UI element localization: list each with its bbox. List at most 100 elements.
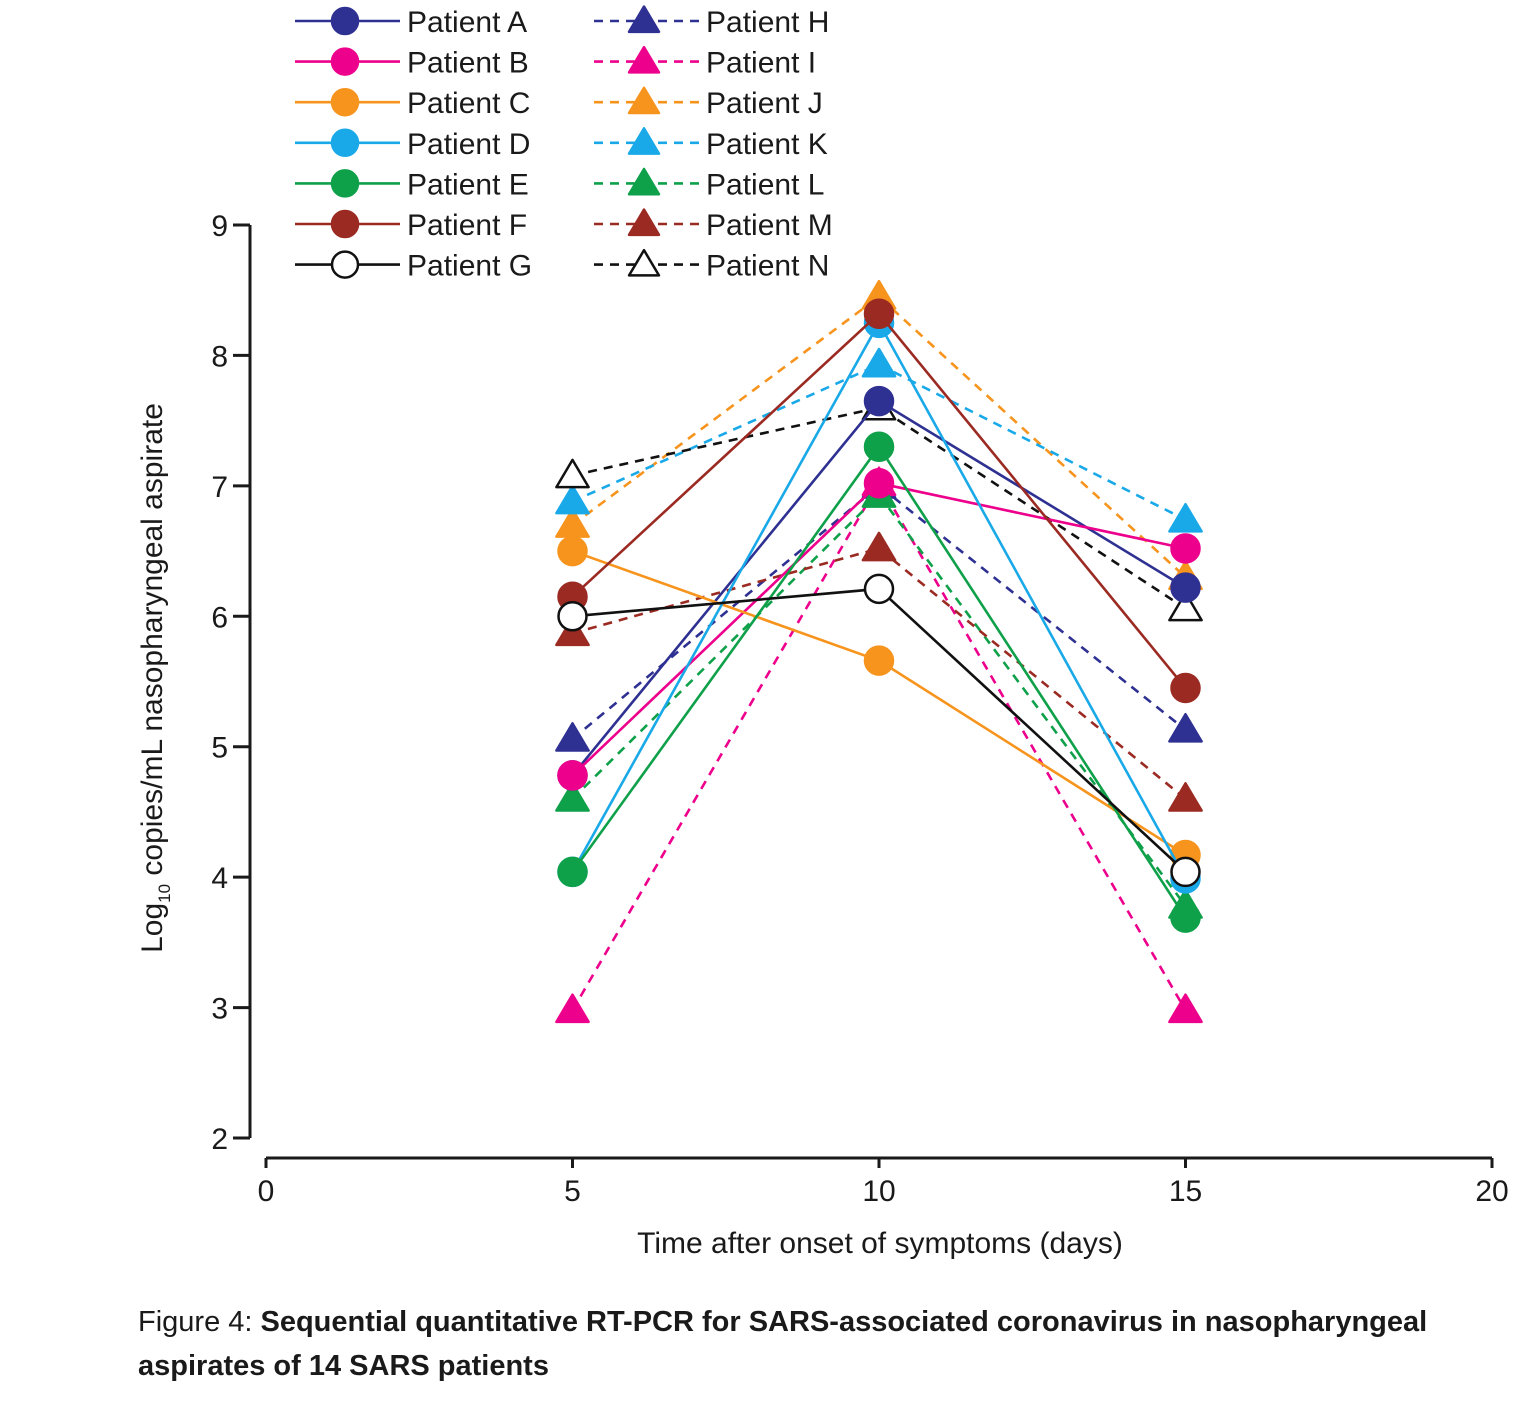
series-line-patient-n: [572, 406, 1187, 610]
data-point-patient-g: [1170, 856, 1201, 888]
series-patient-b: [557, 467, 1201, 791]
y-axis-ticks: 2 3 4 5 6 7 8 9: [211, 210, 250, 1156]
data-point-patient-l: [555, 782, 590, 812]
series-line-patient-l: [571, 493, 1187, 907]
y-tick-label: 3: [211, 993, 228, 1026]
y-tick-label: 9: [211, 210, 228, 243]
data-point-patient-a: [863, 385, 895, 417]
data-point-patient-e: [863, 431, 895, 462]
series-line-patient-e: [571, 444, 1187, 919]
data-point-patient-k: [555, 484, 590, 515]
data-point-patient-h: [1168, 712, 1203, 743]
legend-marker-patient-d: [330, 128, 360, 158]
legend-marker-patient-g: [330, 250, 360, 279]
y-tick-label: 7: [211, 471, 228, 504]
legend-label-patient-h: Patient H: [706, 6, 829, 39]
legend-marker-patient-n: [627, 248, 661, 277]
legend-marker-patient-l: [627, 167, 661, 196]
data-point-patient-e: [557, 856, 588, 888]
data-point-patient-h: [555, 722, 590, 752]
data-point-patient-m: [1168, 782, 1203, 812]
series-patient-f: [557, 298, 1201, 704]
series-line-patient-i: [571, 480, 1187, 1011]
x-tick-label: 0: [258, 1175, 275, 1208]
legend-marker-patient-e: [330, 169, 360, 198]
legend-label-patient-k: Patient K: [706, 128, 828, 161]
legend-item-patient-h: Patient H: [594, 5, 829, 39]
legend-label-patient-f: Patient F: [407, 209, 527, 242]
legend-marker-patient-k: [627, 127, 661, 155]
data-point-patient-n: [555, 458, 590, 489]
data-point-patient-g: [863, 573, 895, 605]
legend-item-patient-g: Patient G: [295, 250, 532, 283]
y-axis-title-subscript: 10: [155, 884, 174, 903]
y-tick-label: 8: [211, 340, 228, 373]
legend: Patient A Patient B Patient C Patient D Pati…: [295, 5, 833, 283]
x-tick-label: 5: [564, 1175, 581, 1208]
y-axis-title: Log10 copies/mL nasopharyngeal aspirate: [136, 403, 174, 953]
series-line-patient-g: [572, 587, 1187, 873]
y-tick-label: 4: [211, 862, 228, 895]
y-axis-title-rest: copies/mL nasopharyngeal aspirate: [136, 403, 169, 884]
legend-item-patient-j: Patient J: [594, 86, 823, 120]
legend-label-patient-c: Patient C: [407, 87, 530, 120]
legend-label-patient-j: Patient J: [706, 87, 823, 120]
data-point-patient-b: [557, 760, 588, 791]
data-point-patient-k: [1168, 502, 1203, 533]
legend-item-patient-c: Patient C: [295, 87, 530, 120]
legend-label-patient-e: Patient E: [407, 168, 529, 201]
y-tick-label: 6: [211, 601, 228, 634]
series-patient-g: [557, 573, 1201, 888]
x-tick-label: 20: [1475, 1175, 1508, 1208]
legend-marker-patient-a: [330, 6, 360, 36]
legend-label-patient-g: Patient G: [407, 250, 532, 283]
series-patient-k: [555, 347, 1203, 533]
data-point-patient-k: [861, 347, 897, 378]
legend-marker-patient-i: [627, 45, 661, 74]
series-line-patient-m: [572, 547, 1187, 800]
legend-item-patient-m: Patient M: [594, 208, 833, 242]
data-point-patient-a: [1170, 572, 1201, 603]
x-axis-ticks: 0 5 10 15 20: [258, 1158, 1509, 1208]
legend-marker-patient-j: [627, 86, 661, 115]
legend-item-patient-k: Patient K: [594, 127, 828, 161]
legend-marker-patient-c: [330, 87, 360, 117]
x-axis-title: Time after onset of symptoms (days): [637, 1227, 1123, 1260]
data-point-patient-i: [1168, 993, 1203, 1024]
legend-item-patient-b: Patient B: [295, 47, 529, 80]
y-tick-label: 2: [211, 1123, 228, 1156]
data-point-patient-f: [1170, 672, 1201, 704]
legend-label-patient-i: Patient I: [706, 47, 816, 80]
data-point-patient-b: [1170, 533, 1201, 564]
series-line-patient-j: [571, 295, 1187, 579]
legend-marker-patient-h: [627, 5, 661, 34]
legend-item-patient-e: Patient E: [295, 168, 529, 201]
series-patient-c: [557, 535, 1201, 871]
legend-item-patient-d: Patient D: [295, 128, 530, 161]
y-tick-label: 5: [211, 732, 228, 765]
data-point-patient-c: [557, 535, 588, 567]
data-point-patient-b: [863, 467, 895, 499]
legend-label-patient-d: Patient D: [407, 128, 530, 161]
series-line-patient-h: [571, 484, 1187, 740]
legend-marker-patient-f: [330, 209, 360, 239]
legend-item-patient-l: Patient L: [594, 167, 824, 201]
x-tick-label: 15: [1169, 1175, 1202, 1208]
caption-text: Sequential quantitative RT-PCR for SARS-…: [138, 1306, 1428, 1382]
legend-label-patient-l: Patient L: [706, 168, 824, 201]
legend-label-patient-m: Patient M: [706, 209, 833, 242]
data-point-patient-e: [1170, 902, 1201, 933]
data-point-patient-g: [557, 601, 588, 632]
y-axis-title-main: Log: [136, 903, 169, 953]
legend-marker-patient-m: [627, 208, 661, 237]
series-patient-e: [557, 431, 1201, 933]
data-point-patient-f: [863, 298, 895, 329]
legend-item-patient-a: Patient A: [295, 6, 527, 39]
data-point-patient-n: [1168, 591, 1203, 622]
legend-label-patient-n: Patient N: [706, 250, 829, 283]
data-point-patient-i: [555, 993, 590, 1024]
legend-label-patient-b: Patient B: [407, 47, 529, 80]
legend-label-patient-a: Patient A: [407, 6, 527, 39]
figure-caption: Figure 4: Sequential quantitative RT-PCR…: [138, 1300, 1438, 1388]
